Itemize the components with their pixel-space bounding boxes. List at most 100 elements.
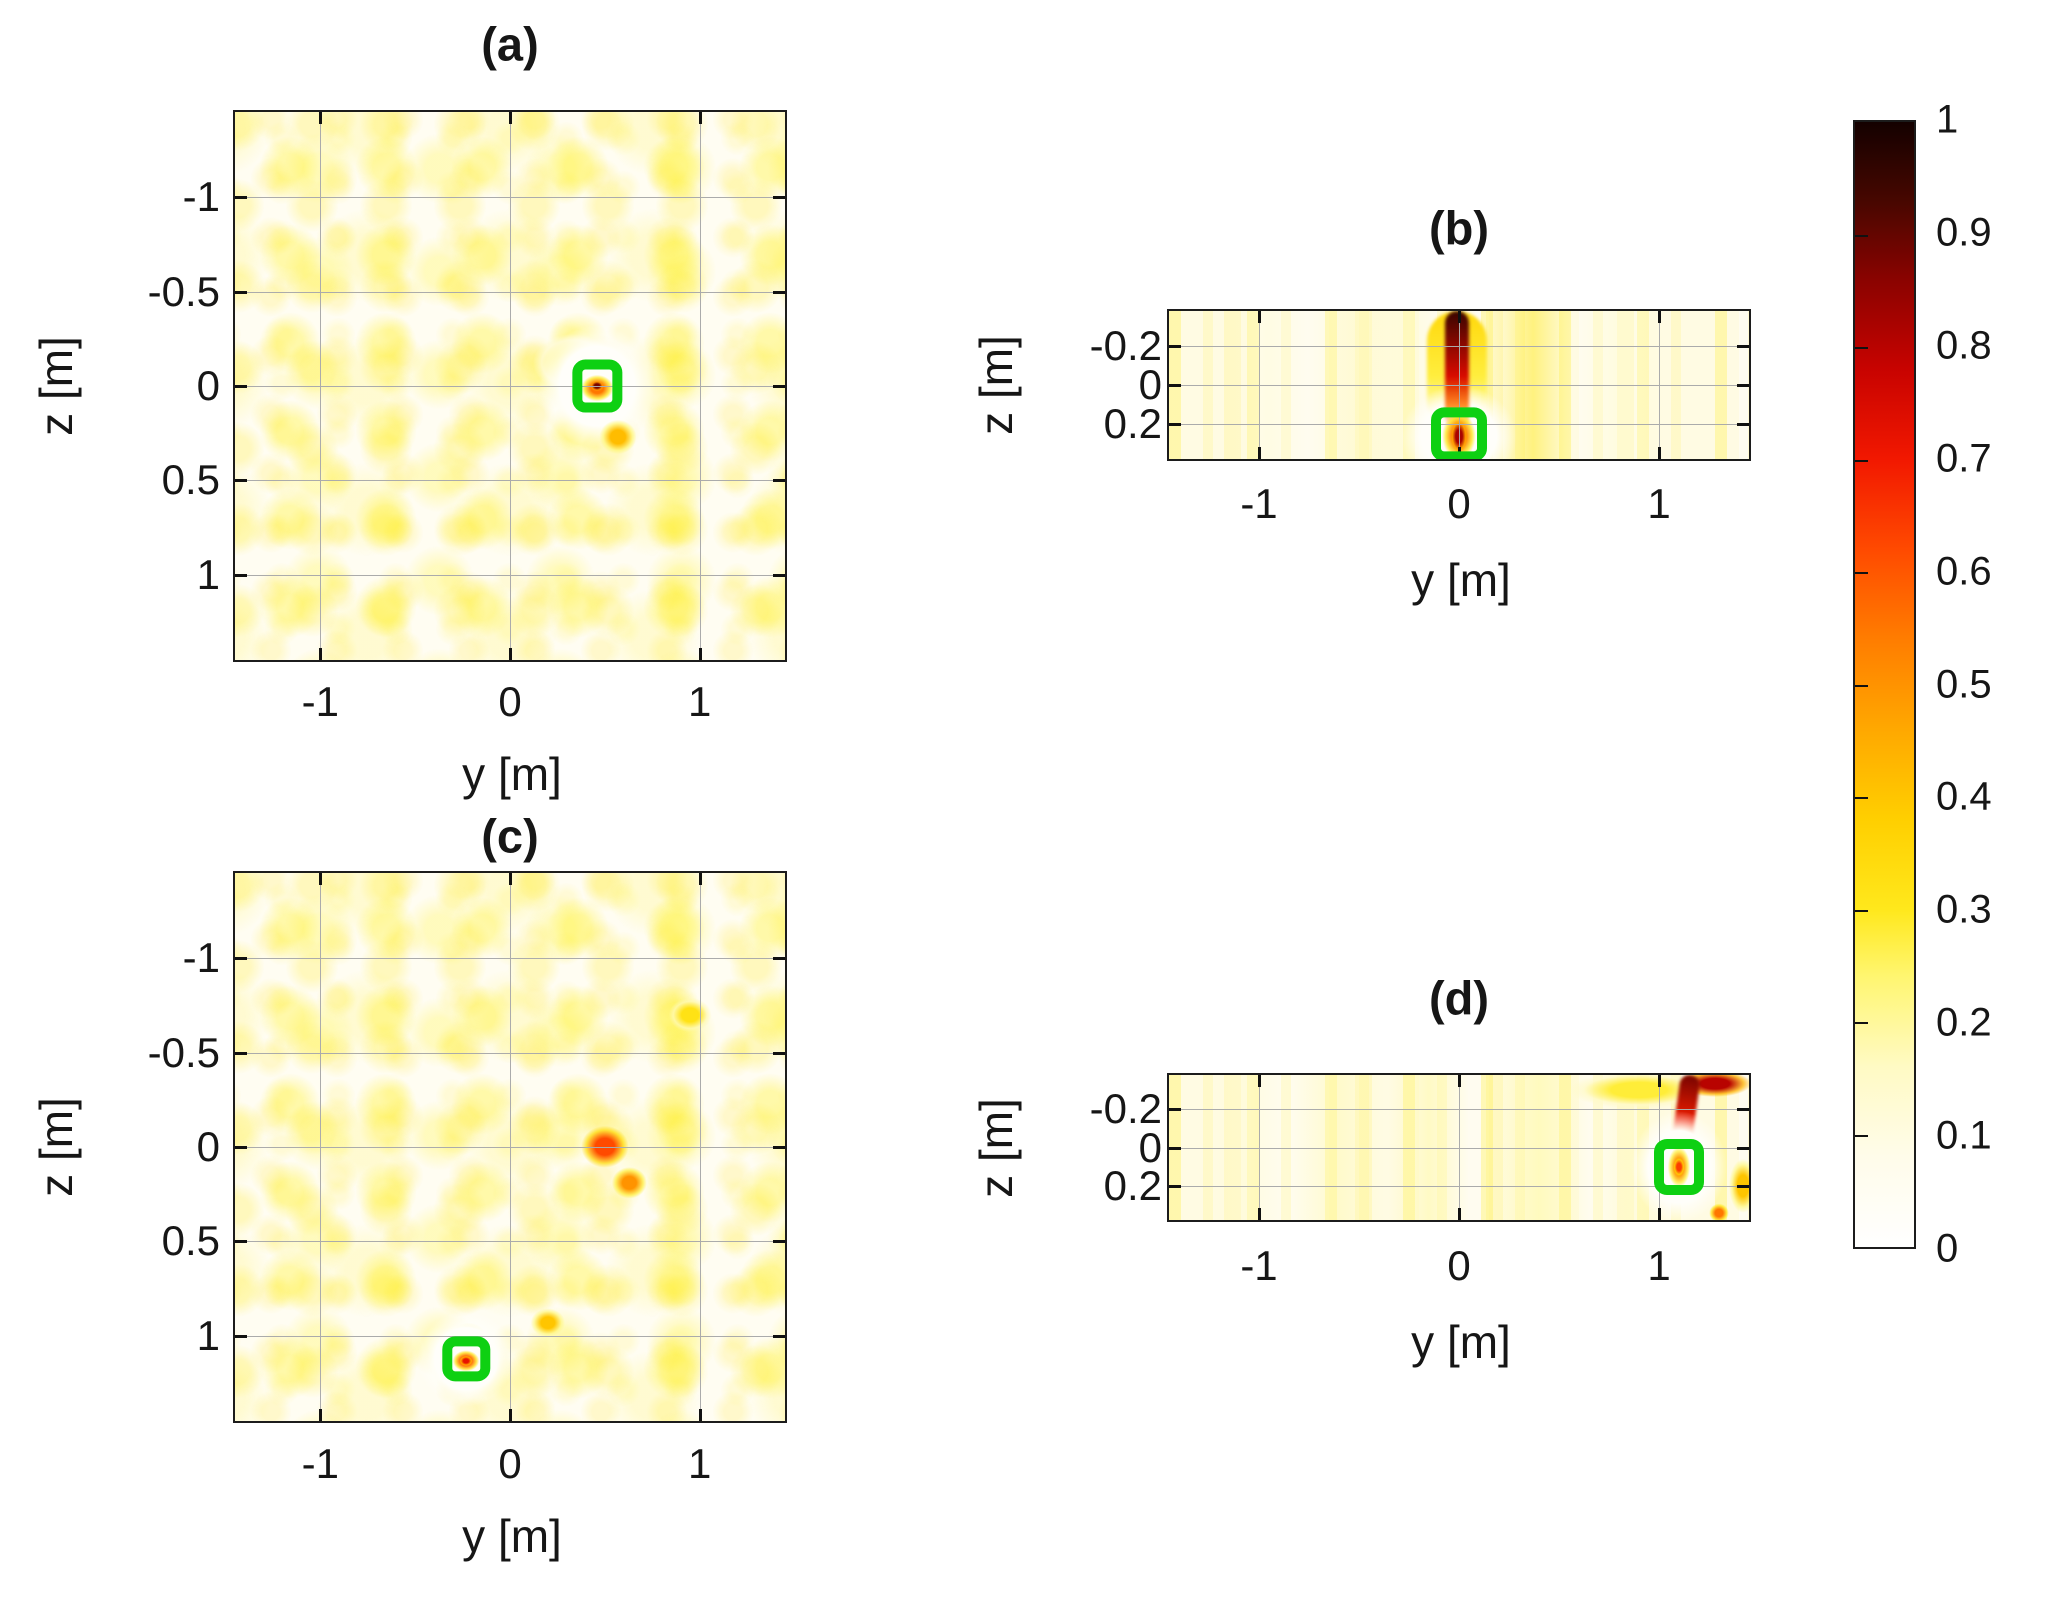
x-tickmark — [319, 648, 323, 660]
y-tick-label: 0 — [196, 362, 220, 409]
x-tickmark — [509, 648, 512, 660]
panel-b-title: (b) — [1428, 201, 1490, 255]
x-tickmark — [1458, 1208, 1461, 1220]
y-tickmark — [235, 385, 247, 388]
panel-d-heatmap — [1167, 1073, 1751, 1222]
panel-c-yaxis-label: z [m] — [30, 1097, 82, 1197]
y-tickmark — [235, 957, 247, 961]
colorbar-tickmark — [1855, 909, 1868, 912]
y-tickmark — [1169, 384, 1181, 387]
panel-b-yaxis-label: z [m] — [970, 335, 1022, 435]
y-tick-label: -0.2 — [1089, 321, 1162, 369]
heatmap-hotspot — [1723, 1147, 1749, 1220]
y-tickmark — [235, 196, 247, 200]
x-tickmark — [1458, 1075, 1461, 1087]
colorbar-tickmark — [1855, 1134, 1868, 1137]
colorbar-tickmark — [1855, 459, 1868, 462]
y-tickmark — [235, 1146, 247, 1149]
heatmap-hotspot — [591, 412, 645, 462]
grid-layer — [235, 873, 785, 1421]
panel-d-yaxis-label: z [m] — [970, 1098, 1022, 1198]
y-tick-label: 0.2 — [1103, 400, 1162, 448]
horizontal-gridline — [235, 1241, 785, 1243]
panel-a-yaxis-label: z [m] — [30, 336, 82, 436]
x-tick-label: 0 — [1447, 480, 1471, 527]
horizontal-gridline — [1169, 385, 1749, 386]
ground-truth-marker — [572, 359, 622, 413]
y-tick-label: 0 — [1138, 361, 1162, 408]
y-tickmark — [773, 196, 785, 200]
y-tickmark — [1737, 1146, 1749, 1150]
colorbar-tick-label: 0.2 — [1936, 1000, 1992, 1045]
horizontal-gridline — [235, 1147, 785, 1148]
y-tickmark — [1169, 344, 1181, 348]
x-tick-label: 0 — [498, 678, 522, 725]
horizontal-gridline — [235, 386, 785, 387]
x-tickmark — [1658, 1075, 1661, 1087]
x-tick-label: -1 — [301, 1440, 340, 1487]
x-tickmark — [1258, 447, 1261, 459]
heatmap-hotspot — [1671, 1153, 1687, 1181]
y-tickmark — [1737, 423, 1749, 427]
x-tickmark — [1258, 1075, 1261, 1087]
y-tickmark — [1169, 1185, 1181, 1189]
y-tick-label: 0.2 — [1103, 1162, 1162, 1210]
y-tickmark — [773, 1334, 785, 1338]
y-tick-label: -0.5 — [147, 1028, 220, 1076]
horizontal-gridline — [235, 197, 785, 199]
grid-layer — [235, 112, 785, 660]
colorbar-tick-label: 0.6 — [1936, 549, 1992, 594]
heatmap-hotspot — [456, 1352, 476, 1369]
y-tickmark — [773, 479, 785, 483]
panel-d-title: (d) — [1428, 971, 1490, 1025]
colorbar-tickmark — [1855, 234, 1868, 237]
x-tickmark — [1658, 1208, 1661, 1220]
colorbar-tickmark — [1855, 1022, 1868, 1024]
x-tickmark — [319, 112, 323, 124]
x-tickmark — [698, 873, 702, 885]
x-tickmark — [319, 1409, 323, 1421]
colorbar — [1853, 120, 1916, 1249]
y-tick-label: 0.5 — [161, 1217, 220, 1265]
x-tickmark — [509, 112, 512, 124]
colorbar-tick-label: 0.7 — [1936, 436, 1992, 481]
y-tick-label: 1 — [196, 1311, 220, 1359]
y-tickmark — [235, 573, 247, 577]
y-tickmark — [773, 385, 785, 388]
horizontal-gridline — [1169, 345, 1749, 347]
ground-truth-marker — [1654, 1138, 1704, 1195]
y-tickmark — [235, 1334, 247, 1338]
panel-c-xaxis-label: y [m] — [462, 1510, 562, 1562]
y-tickmark — [235, 1240, 247, 1244]
x-tickmark — [509, 873, 512, 885]
colorbar-tickmark — [1855, 684, 1868, 687]
x-tickmark — [698, 1409, 702, 1421]
y-tickmark — [773, 573, 785, 577]
horizontal-gridline — [235, 291, 785, 293]
heatmap-hotspot — [604, 1160, 655, 1206]
y-tickmark — [773, 1146, 785, 1149]
ground-truth-marker — [442, 1335, 491, 1382]
x-tick-label: -1 — [301, 678, 340, 725]
x-tickmark — [1658, 447, 1661, 459]
horizontal-gridline — [235, 480, 785, 482]
colorbar-tick-label: 0.5 — [1936, 662, 1992, 706]
x-tick-label: -1 — [1240, 1242, 1278, 1289]
x-tickmark — [1458, 311, 1461, 323]
x-tickmark — [1658, 311, 1661, 323]
x-tick-label: 1 — [687, 1440, 712, 1487]
grid-layer — [1169, 311, 1749, 459]
y-tick-label: -1 — [182, 173, 220, 221]
x-tick-label: 1 — [1647, 480, 1671, 527]
panel-a-xaxis-label: y [m] — [462, 748, 562, 800]
y-tick-label: -0.5 — [147, 267, 220, 315]
colorbar-tickmark — [1855, 797, 1868, 799]
x-tickmark — [1258, 1208, 1261, 1220]
y-tick-label: -1 — [182, 934, 220, 982]
panel-b-heatmap — [1167, 309, 1751, 461]
y-tickmark — [773, 957, 785, 961]
y-tickmark — [1737, 1107, 1749, 1111]
horizontal-gridline — [235, 958, 785, 960]
panel-c-heatmap — [233, 871, 787, 1423]
y-tickmark — [1169, 423, 1181, 427]
